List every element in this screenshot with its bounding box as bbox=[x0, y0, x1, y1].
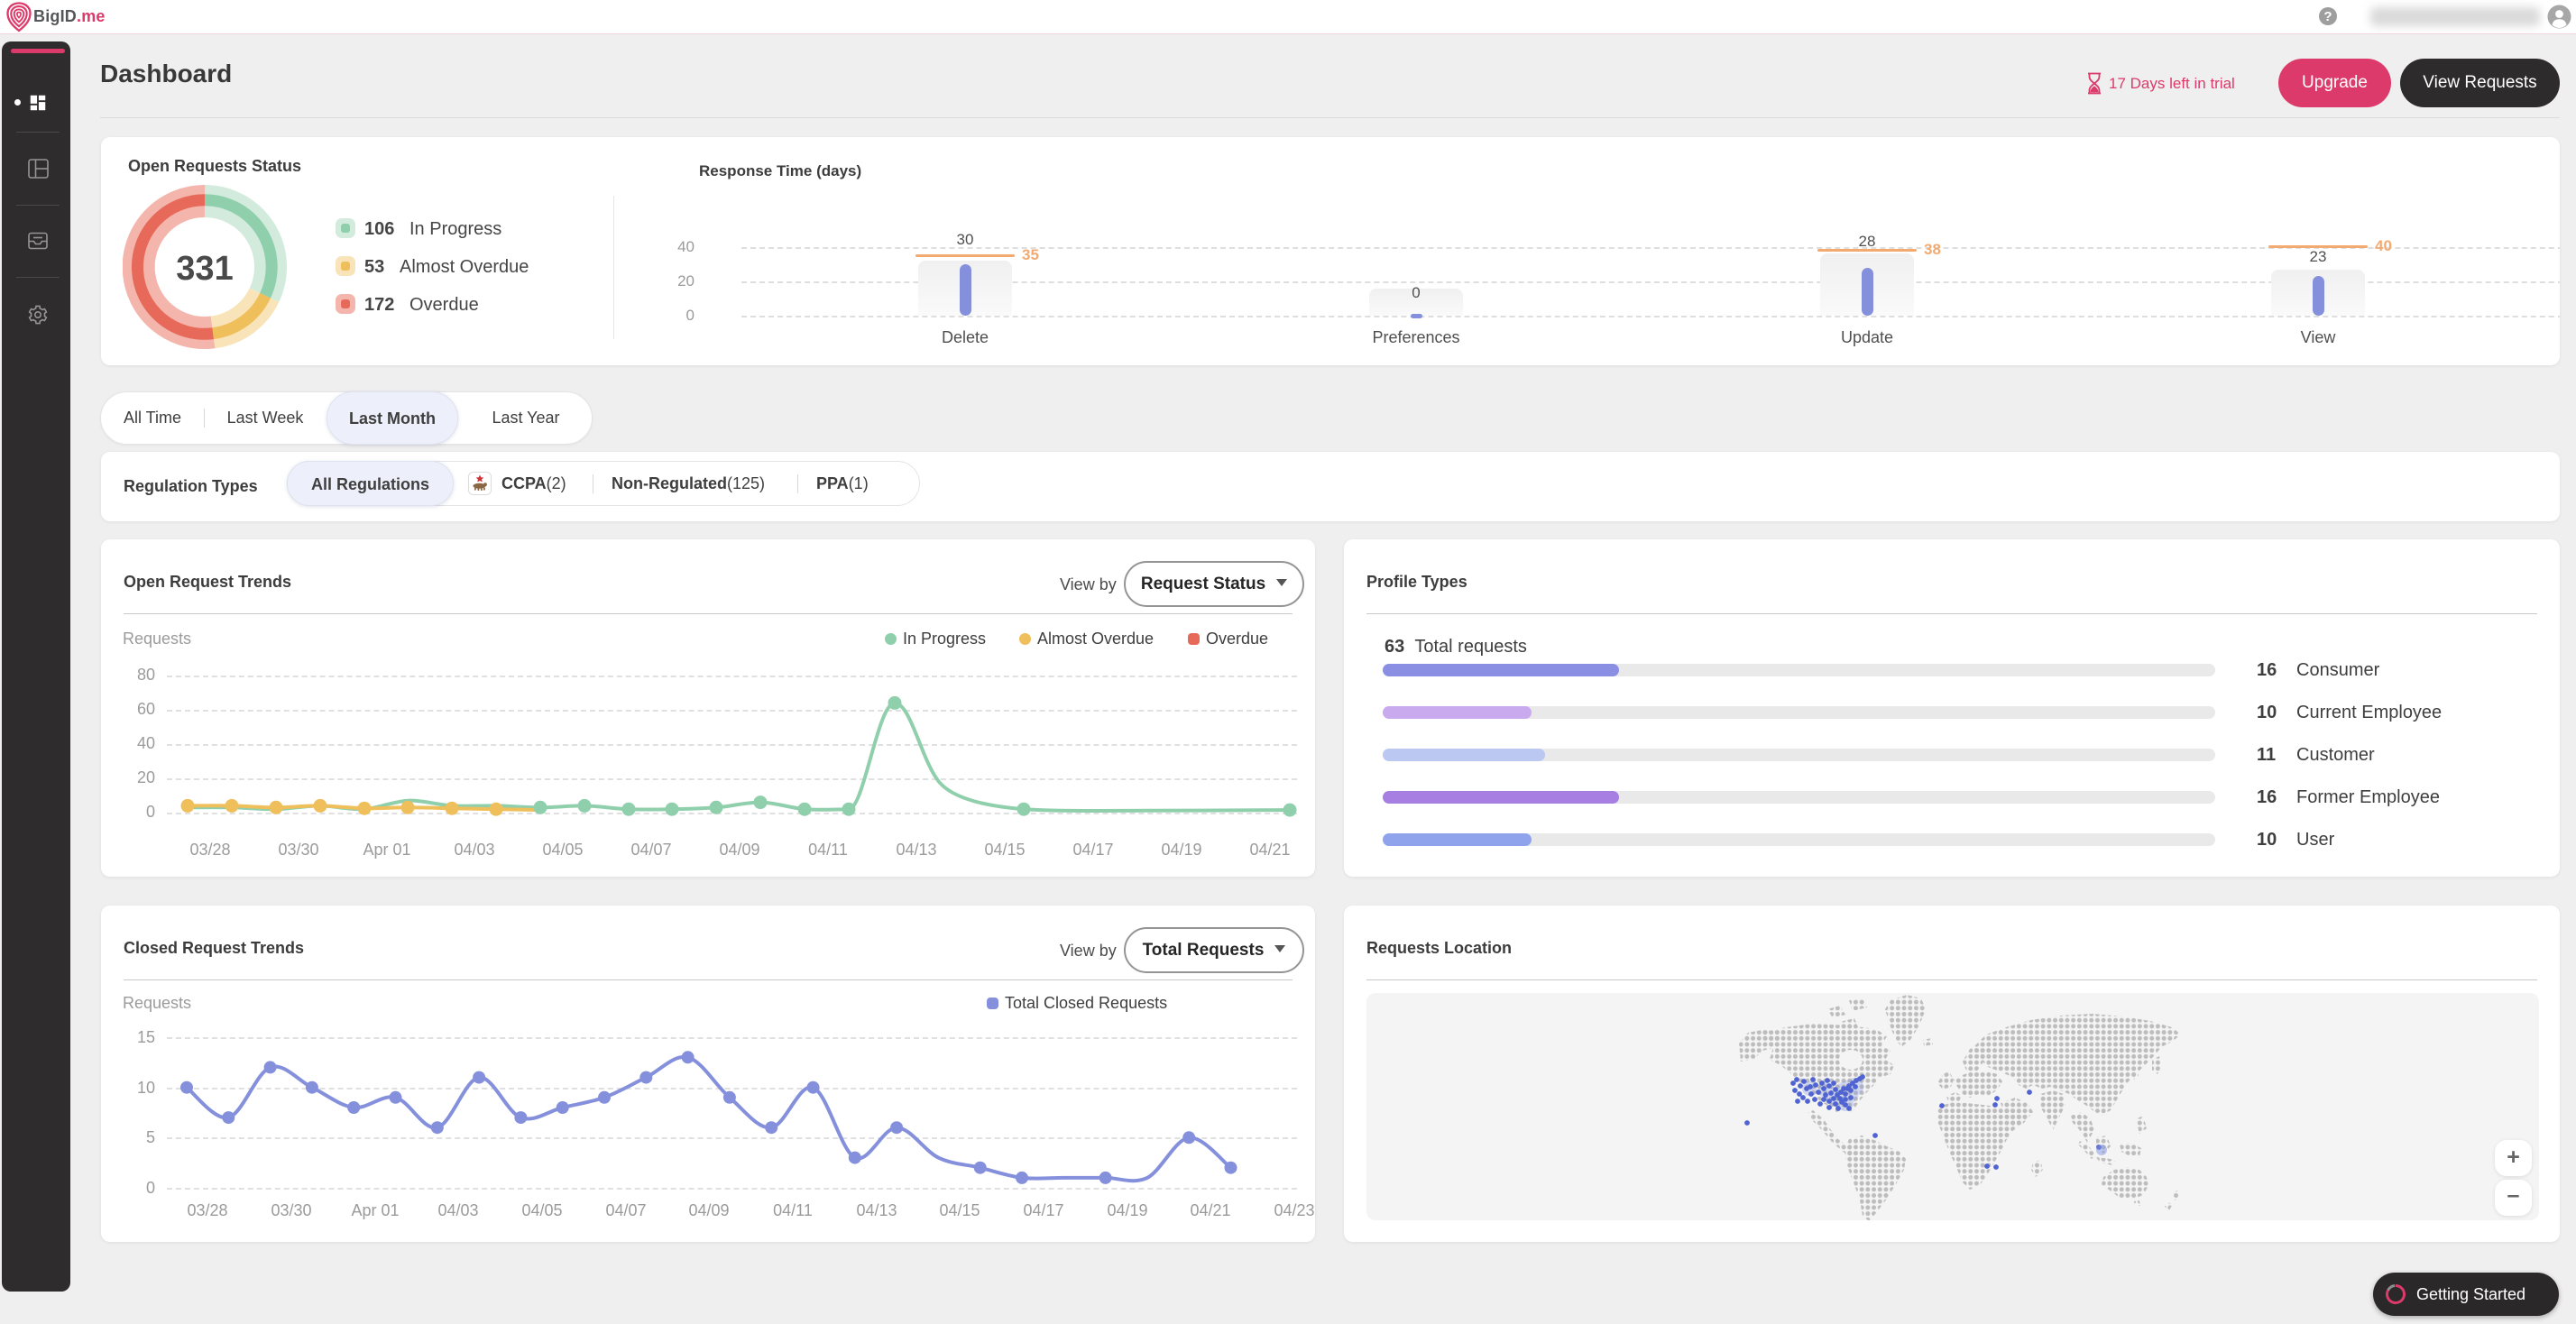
svg-text:331: 331 bbox=[176, 250, 233, 288]
svg-text:?: ? bbox=[2323, 9, 2332, 24]
